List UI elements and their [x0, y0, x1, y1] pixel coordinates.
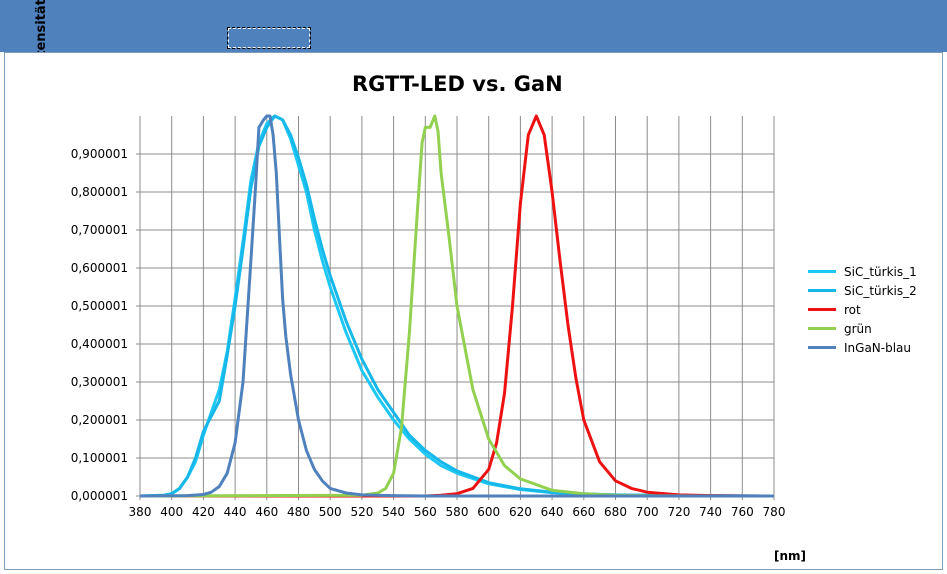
x-tick-label: 680 [604, 505, 627, 519]
y-tick-label: 0,300001 [71, 375, 128, 389]
y-tick-label: 0,800001 [71, 185, 128, 199]
y-tick-label: 0,500001 [71, 299, 128, 313]
legend-label: grün [844, 321, 872, 336]
x-tick-label: 420 [192, 505, 215, 519]
legend-swatch [808, 270, 836, 273]
x-tick-label: 560 [414, 505, 437, 519]
series-line-5 [139, 114, 774, 498]
x-tick-label: 440 [224, 505, 247, 519]
x-tick-label: 700 [636, 505, 659, 519]
x-tick-label: 740 [699, 505, 722, 519]
legend-swatch [808, 289, 836, 292]
chart-area[interactable] [4, 52, 943, 570]
x-tick-label: 480 [287, 505, 310, 519]
legend-item: InGaN-blau [808, 338, 917, 357]
chart-title: RGTT-LED vs. GaN [352, 72, 563, 96]
legend-label: SiC_türkis_1 [844, 264, 917, 279]
x-axis-label: [nm] [774, 549, 807, 563]
selection-rectangle[interactable] [227, 27, 311, 49]
x-tick-label: 500 [319, 505, 342, 519]
y-tick-label: 0,100001 [71, 451, 128, 465]
x-tick-label: 540 [382, 505, 405, 519]
legend-swatch [808, 346, 836, 349]
legend-item: SiC_türkis_2 [808, 281, 917, 300]
y-tick-label: 0,200001 [71, 413, 128, 427]
x-tick-label: 760 [731, 505, 754, 519]
series-line-3 [140, 114, 775, 498]
y-tick-label: 0,700001 [71, 223, 128, 237]
legend-item: rot [808, 300, 917, 319]
x-tick-label: 640 [541, 505, 564, 519]
legend-label: SiC_türkis_2 [844, 283, 917, 298]
legend-label: rot [844, 302, 861, 317]
y-tick-label: 0,400001 [71, 337, 128, 351]
legend-label: InGaN-blau [844, 340, 912, 355]
x-tick-label: 660 [572, 505, 595, 519]
x-tick-label: 380 [129, 505, 152, 519]
y-tick-label: 0,900001 [71, 147, 128, 161]
legend-item: grün [808, 319, 917, 338]
x-tick-label: 400 [160, 505, 183, 519]
x-tick-label: 780 [763, 505, 786, 519]
y-tick-label: 0,000001 [71, 489, 128, 503]
x-tick-label: 580 [446, 505, 469, 519]
x-tick-label: 600 [477, 505, 500, 519]
y-tick-label: 0,600001 [71, 261, 128, 275]
legend-item: SiC_türkis_1 [808, 262, 917, 281]
header-band [0, 0, 947, 52]
legend-swatch [808, 308, 836, 311]
x-tick-label: 520 [350, 505, 373, 519]
x-tick-label: 720 [667, 505, 690, 519]
legend-swatch [808, 327, 836, 330]
x-tick-label: 620 [509, 505, 532, 519]
x-tick-label: 460 [255, 505, 278, 519]
